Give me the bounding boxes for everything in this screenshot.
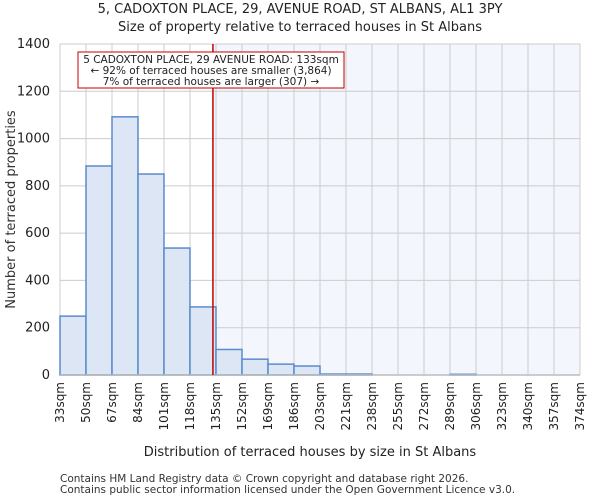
histogram-bar bbox=[241, 358, 269, 376]
histogram-bar bbox=[59, 315, 87, 376]
x-tick-label: 169sqm bbox=[261, 382, 275, 430]
y-tick-label: 800 bbox=[25, 179, 50, 194]
annotation-line-2: ← 92% of terraced houses are smaller (3,… bbox=[90, 65, 331, 77]
chart-subtitle: Size of property relative to terraced ho… bbox=[118, 20, 482, 35]
chart-title: 5, CADOXTON PLACE, 29, AVENUE ROAD, ST A… bbox=[97, 2, 503, 17]
x-tick-label: 340sqm bbox=[521, 382, 535, 430]
x-tick-label: 152sqm bbox=[235, 382, 249, 430]
histogram-bar bbox=[137, 173, 165, 376]
y-tick-label: 0 bbox=[42, 368, 50, 383]
histogram-bar bbox=[163, 247, 191, 376]
y-axis-label: Number of terraced properties bbox=[4, 110, 19, 309]
y-tick-label: 1200 bbox=[17, 84, 50, 99]
footer-line-1: Contains HM Land Registry data © Crown c… bbox=[60, 473, 469, 485]
x-tick-label: 221sqm bbox=[339, 382, 353, 430]
x-tick-label: 118sqm bbox=[183, 382, 197, 430]
y-tick-label: 400 bbox=[25, 273, 50, 288]
y-tick-label: 1400 bbox=[17, 37, 50, 52]
y-tick-label: 200 bbox=[25, 321, 50, 336]
histogram-bar bbox=[85, 165, 113, 376]
annotation-box bbox=[77, 51, 345, 89]
x-tick-label: 50sqm bbox=[79, 382, 93, 423]
histogram-bar bbox=[189, 306, 217, 376]
x-tick-label: 101sqm bbox=[157, 382, 171, 430]
histogram-bar bbox=[111, 116, 139, 376]
x-tick-label: 67sqm bbox=[105, 382, 119, 423]
highlight-region bbox=[212, 44, 581, 375]
x-tick-label: 238sqm bbox=[365, 382, 379, 430]
y-tick-label: 1000 bbox=[17, 132, 50, 147]
y-tick-label: 600 bbox=[25, 226, 50, 241]
histogram-bar bbox=[293, 365, 321, 376]
x-tick-label: 33sqm bbox=[53, 382, 67, 423]
x-axis-label: Distribution of terraced houses by size … bbox=[144, 445, 477, 460]
x-tick-label: 357sqm bbox=[547, 382, 561, 430]
footer-line-2: Contains public sector information licen… bbox=[60, 484, 516, 496]
x-tick-label: 135sqm bbox=[209, 382, 223, 430]
x-tick-label: 203sqm bbox=[313, 382, 327, 430]
histogram-bar bbox=[267, 363, 295, 376]
x-tick-label: 306sqm bbox=[469, 382, 483, 430]
x-tick-label: 323sqm bbox=[495, 382, 509, 430]
x-tick-label: 255sqm bbox=[391, 382, 405, 430]
x-tick-label: 84sqm bbox=[131, 382, 145, 423]
x-tick-label: 289sqm bbox=[443, 382, 457, 430]
annotation-line-1: 5 CADOXTON PLACE, 29 AVENUE ROAD: 133sqm bbox=[83, 54, 339, 66]
histogram-bar bbox=[215, 348, 243, 376]
x-tick-label: 186sqm bbox=[287, 382, 301, 430]
x-tick-label: 272sqm bbox=[417, 382, 431, 430]
annotation-line-3: 7% of terraced houses are larger (307) → bbox=[103, 76, 320, 88]
x-tick-label: 374sqm bbox=[573, 382, 587, 430]
